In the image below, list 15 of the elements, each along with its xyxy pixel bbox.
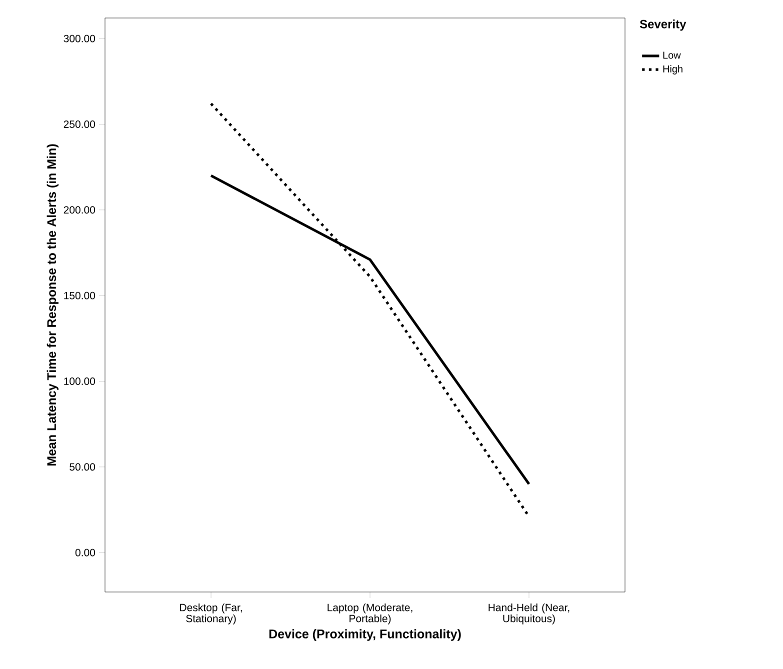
y-axis-title: Mean Latency Time for Response to the Alerts (in Min) [46, 144, 58, 466]
x-tick-label: Laptop (Moderate, Portable) [328, 604, 412, 624]
y-tick-label: 200.00 [64, 206, 96, 214]
y-tick-label: 100.00 [64, 378, 96, 385]
y-tick-label: 0.00 [75, 548, 96, 556]
x-axis-title: Device (Proximity, Functionality) [269, 629, 461, 641]
x-tick-label: Desktop (Far, Stationary) [180, 604, 242, 624]
y-tick-label: 300.00 [64, 34, 96, 42]
x-tick-label: Hand-Held (Near, Ubiquitous) [488, 604, 570, 624]
y-tick-label: 250.00 [64, 120, 96, 128]
legend-label: High [663, 65, 682, 74]
y-tick-label: 50.00 [70, 463, 96, 471]
legend-title: Severity [640, 20, 686, 31]
legend-label: Low [663, 52, 681, 59]
y-tick-label: 150.00 [64, 292, 96, 300]
